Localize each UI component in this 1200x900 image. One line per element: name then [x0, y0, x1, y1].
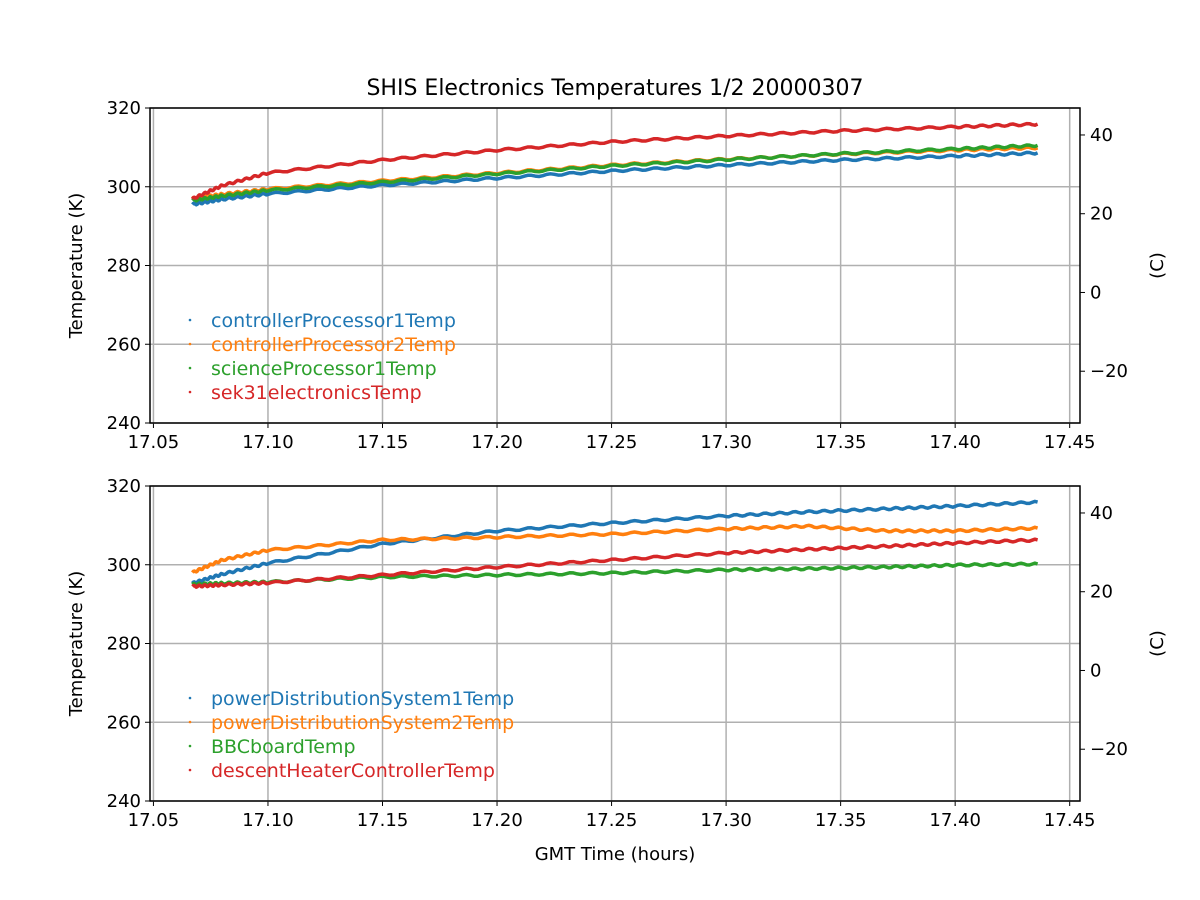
legend-entry: scienceProcessor1Temp [211, 358, 437, 380]
legend-marker [188, 696, 192, 700]
series-descentHeaterControllerTemp [191, 537, 1039, 589]
legend-entry: sek31electronicsTemp [211, 382, 422, 404]
y-tick-label: 260 [107, 334, 141, 355]
x-tick-label: 17.10 [242, 432, 294, 453]
x-tick-label: 17.45 [1044, 432, 1096, 453]
legend-entry: controllerProcessor1Temp [211, 310, 456, 332]
y-tick-label: 240 [107, 413, 141, 434]
x-tick-label: 17.35 [815, 432, 867, 453]
axes-frame [149, 107, 1081, 424]
y-tick-label: 320 [107, 476, 141, 497]
y-tick-label: 280 [107, 256, 141, 277]
legend-entry: descentHeaterControllerTemp [211, 760, 495, 782]
legend-entry: powerDistributionSystem2Temp [211, 712, 514, 734]
subplot-1: 17.05 17.10 17.15 17.20 17.25 17.30 17.35 17.40… [66, 76, 1168, 453]
x-tick-label: 17.25 [586, 810, 638, 831]
x-tick-label: 17.30 [700, 432, 752, 453]
legend-marker [188, 720, 192, 724]
legend-entry: powerDistributionSystem1Temp [211, 688, 514, 710]
x-tick-label: 17.30 [700, 810, 752, 831]
y-tick-label: 300 [107, 177, 141, 198]
legend-marker [188, 318, 192, 322]
y2-tick-label: 40 [1090, 125, 1113, 146]
x-tick-label: 17.40 [929, 810, 981, 831]
x-tick-label: 17.40 [929, 432, 981, 453]
series-powerDistributionSystem1Temp [191, 499, 1039, 585]
x-axis-label: GMT Time (hours) [535, 844, 696, 865]
legend: controllerProcessor1TempcontrollerProces… [188, 310, 456, 404]
legend-marker [188, 342, 192, 346]
legend: powerDistributionSystem1TemppowerDistrib… [188, 688, 514, 782]
y2-tick-label: 40 [1090, 503, 1113, 524]
legend-marker [188, 744, 192, 748]
y2-tick-label: 20 [1090, 582, 1113, 603]
series-powerDistributionSystem2Temp [191, 523, 1039, 574]
y2-axis-label: (C) [1147, 630, 1168, 657]
y-axis-label: Temperature (K) [66, 193, 87, 340]
x-tick-label: 17.25 [586, 432, 638, 453]
x-tick-label: 17.10 [242, 810, 294, 831]
y2-tick-label: 0 [1090, 282, 1101, 303]
y2-tick-label: −20 [1090, 361, 1128, 382]
y-axis-label: Temperature (K) [66, 571, 87, 718]
legend-marker [188, 768, 192, 772]
y2-tick-label: 20 [1090, 204, 1113, 225]
x-tick-label: 17.20 [471, 810, 523, 831]
y2-tick-label: −20 [1090, 739, 1128, 760]
y-tick-label: 320 [107, 98, 141, 119]
y2-tick-label: 0 [1090, 660, 1101, 681]
series-scienceProcessor1Temp [191, 143, 1039, 203]
chart-title: SHIS Electronics Temperatures 1/2 200003… [366, 76, 863, 101]
x-tick-label: 17.45 [1044, 810, 1096, 831]
x-tick-label: 17.05 [128, 432, 180, 453]
series-controllerProcessor2Temp [191, 145, 1039, 201]
y2-axis-label: (C) [1147, 252, 1168, 279]
x-tick-label: 17.20 [471, 432, 523, 453]
legend-marker [188, 390, 192, 394]
axes-frame [149, 485, 1081, 802]
x-tick-label: 17.15 [357, 810, 409, 831]
legend-entry: BBCboardTemp [211, 736, 356, 758]
x-tick-label: 17.15 [357, 432, 409, 453]
subplot-2: 17.05 17.10 17.15 17.20 17.25 17.30 17.35 17.40… [66, 476, 1168, 865]
x-tick-label: 17.05 [128, 810, 180, 831]
y-tick-label: 240 [107, 791, 141, 812]
series-controllerProcessor1Temp [191, 150, 1039, 207]
legend-entry: controllerProcessor2Temp [211, 334, 456, 356]
series-BBCboardTemp [191, 561, 1039, 587]
y-tick-label: 260 [107, 712, 141, 733]
series-sek31electronicsTemp [190, 121, 1039, 201]
x-tick-label: 17.35 [815, 810, 867, 831]
y-tick-label: 300 [107, 555, 141, 576]
legend-marker [188, 366, 192, 370]
y-tick-label: 280 [107, 634, 141, 655]
